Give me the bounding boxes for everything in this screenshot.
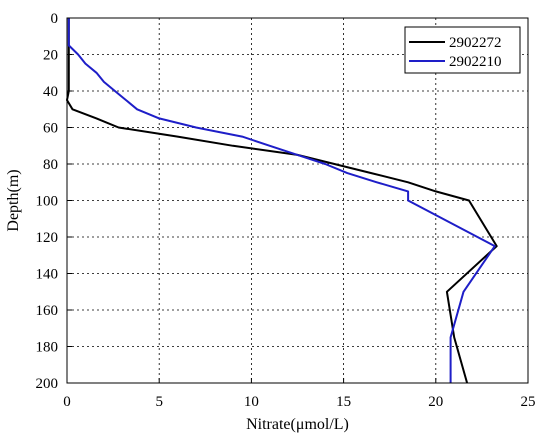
x-axis-label: Nitrate(μmol/L) — [246, 416, 349, 433]
y-tick-label: 60 — [43, 121, 58, 137]
y-tick-label: 160 — [36, 303, 59, 319]
y-tick-label: 40 — [43, 84, 58, 100]
legend-label: 2902210 — [449, 54, 502, 70]
y-tick-label: 80 — [43, 157, 58, 173]
x-tick-label: 15 — [336, 394, 351, 410]
y-tick-label: 100 — [36, 194, 59, 210]
x-tick-label: 20 — [428, 394, 443, 410]
legend: 2902272 2902210 — [404, 26, 521, 74]
y-tick-label: 0 — [51, 11, 59, 27]
x-tick-label: 0 — [63, 394, 71, 410]
x-tick-labels: 0 5 10 15 20 25 — [63, 394, 535, 410]
axis-ticks — [66, 17, 529, 384]
y-tick-label: 200 — [36, 376, 59, 392]
x-tick-label: 10 — [244, 394, 259, 410]
y-tick-label: 180 — [36, 340, 59, 356]
y-tick-labels: 0 20 40 60 80 100 120 140 160 180 200 — [36, 11, 59, 392]
y-tick-label: 20 — [43, 48, 58, 64]
grid — [67, 18, 528, 383]
y-axis-label: Depth(m) — [5, 169, 22, 231]
legend-label: 2902272 — [449, 35, 502, 51]
series-line-2902210 — [67, 18, 496, 383]
y-tick-label: 120 — [36, 230, 59, 246]
y-tick-label: 140 — [36, 267, 59, 283]
x-tick-label: 25 — [521, 394, 536, 410]
legend-box — [404, 26, 521, 74]
x-tick-label: 5 — [155, 394, 163, 410]
